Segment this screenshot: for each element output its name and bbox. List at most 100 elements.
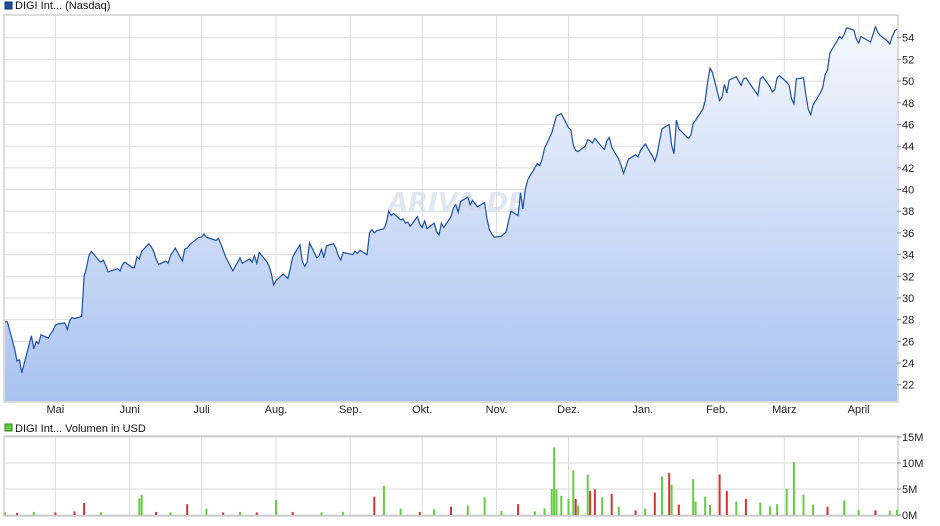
volume-bars [4,447,898,515]
x-tick-label-Feb.: Feb. [706,404,728,416]
volume-bar-71 [874,510,877,515]
volume-bar-72 [888,510,891,515]
volume-bar-45 [617,506,620,515]
volume-bar-58 [725,491,728,515]
volume-bar-38 [574,498,577,515]
volume-bar-65 [792,462,795,515]
volume-bar-56 [709,505,711,515]
price-series-line [5,25,898,373]
volume-bar-41 [589,491,592,515]
x-tick-label-Dez.: Dez. [557,404,580,416]
price-tick-label-28: 28 [902,315,914,327]
volume-bar-26 [466,505,469,515]
volume-bar-70 [857,509,860,515]
volume-bar-48 [653,492,656,515]
volume-bar-62 [768,506,771,515]
volume-bar-19 [342,511,345,515]
volume-plot-frame [3,435,899,517]
x-tick-label-Jan.: Jan. [632,404,653,416]
volume-bar-28 [500,510,503,515]
volume-bar-5 [83,503,86,515]
volume-bar-33 [553,447,556,515]
price-tick-label-36: 36 [902,228,914,240]
volume-bar-51 [670,484,673,515]
volume-bar-36 [567,498,570,515]
volume-bar-13 [222,512,225,515]
volume-bar-29 [517,504,520,515]
volume-bar-50 [668,472,671,515]
price-tick-label-54: 54 [902,33,914,45]
volume-bar-63 [776,504,779,515]
volume-bar-27 [483,497,486,515]
price-tick-label-46: 46 [902,119,914,131]
price-legend-label: DIGI Int... (Nasdaq) [15,0,110,12]
volume-bar-0 [4,512,6,515]
price-tick-label-40: 40 [902,185,914,197]
price-tick-label-34: 34 [902,250,914,262]
volume-bar-8 [140,494,143,515]
volume-bar-55 [704,496,707,515]
volume-bar-1 [16,512,18,515]
x-axis-months: Mai Juni Juli Aug. Sep. Okt. Nov. Dez. Jan. Feb. M… [46,404,869,416]
volume-legend-swatch [4,423,13,432]
volume-bar-6 [99,512,102,515]
volume-bar-18 [320,512,323,515]
volume-bar-52 [677,504,680,515]
volume-bar-64 [785,488,788,515]
price-y-axis: 22 24 26 28 30 32 34 36 38 40 42 44 46 48 50 52 54 [897,33,914,392]
x-tick-label-Mai: Mai [46,404,64,416]
volume-bar-15 [255,512,258,515]
x-tick-label-April: April [848,404,870,416]
volume-bar-23 [418,511,421,515]
volume-bar-57 [718,474,721,515]
volume-bar-22 [399,508,402,515]
volume-bar-4 [73,511,76,515]
volume-bar-59 [735,501,738,515]
volume-bar-60 [744,498,747,515]
price-tick-label-48: 48 [902,98,914,110]
volume-bar-31 [543,508,546,515]
volume-bar-49 [661,476,663,515]
volume-bar-2 [32,511,35,515]
volume-bar-11 [186,504,189,515]
volume-bar-25 [450,506,452,515]
volume-bar-20 [373,496,376,515]
volume-bar-42 [593,489,596,515]
volume-bar-54 [694,501,697,515]
volume-bar-10 [169,512,172,515]
price-tick-label-24: 24 [902,358,914,370]
x-tick-label-Aug.: Aug. [265,404,288,416]
x-tick-label-Juli: Juli [193,404,210,416]
volume-tick-label-3: 15M [902,432,923,444]
volume-bar-68 [826,506,829,515]
volume-bar-3 [54,512,57,515]
volume-bar-37 [572,470,575,515]
price-tick-label-32: 32 [902,271,914,283]
volume-bar-35 [560,495,563,515]
price-tick-label-52: 52 [902,54,914,66]
price-tick-label-22: 22 [902,380,914,392]
volume-bar-73 [896,509,898,515]
volume-legend-label: DIGI Int... Volumen in USD [15,423,146,435]
price-plot-frame [3,14,899,403]
price-tick-label-44: 44 [902,141,914,153]
volume-bar-16 [275,499,277,515]
watermark: ARIVA.DE [386,188,526,218]
x-tick-label-Nov.: Nov. [486,404,508,416]
volume-bar-9 [155,511,158,515]
volume-bar-32 [550,489,553,515]
volume-bar-67 [812,504,815,515]
volume-bar-46 [634,510,637,515]
volume-bar-17 [291,511,294,515]
x-tick-label-Juni: Juni [120,404,140,416]
volume-bar-14 [239,511,241,515]
volume-bar-30 [533,511,536,515]
volume-tick-label-2: 10M [902,458,923,470]
x-tick-label-März: März [772,404,796,416]
volume-tick-label-0: 0M [902,510,917,522]
price-legend-swatch [4,1,13,10]
x-tick-label-Sep.: Sep. [339,404,362,416]
volume-bar-66 [802,494,805,515]
price-tick-label-42: 42 [902,163,914,175]
